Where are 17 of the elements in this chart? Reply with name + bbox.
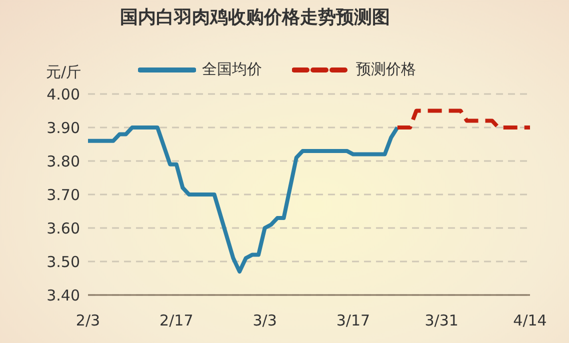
x-tick-label: 3/31 [424, 312, 458, 330]
x-tick-label: 2/3 [76, 312, 100, 330]
y-tick-label: 3.60 [46, 219, 80, 238]
x-tick-label: 4/14 [513, 312, 547, 330]
chart-title: 国内白羽肉鸡收购价格走势预测图 [119, 6, 391, 29]
y-axis-title: 元/斤 [46, 63, 82, 82]
y-tick-label: 3.80 [46, 152, 80, 170]
legend-label: 预测价格 [356, 60, 416, 79]
x-tick-label: 2/17 [160, 312, 194, 330]
y-tick-label: 3.40 [46, 286, 80, 304]
y-tick-label: 3.90 [46, 118, 80, 137]
x-tick-label: 3/17 [336, 312, 370, 330]
y-tick-label: 3.50 [46, 252, 80, 271]
x-tick-label: 3/3 [252, 312, 277, 330]
y-tick-label: 4.00 [46, 85, 80, 104]
y-tick-label: 3.70 [46, 186, 80, 204]
legend-label: 全国均价 [202, 60, 262, 79]
